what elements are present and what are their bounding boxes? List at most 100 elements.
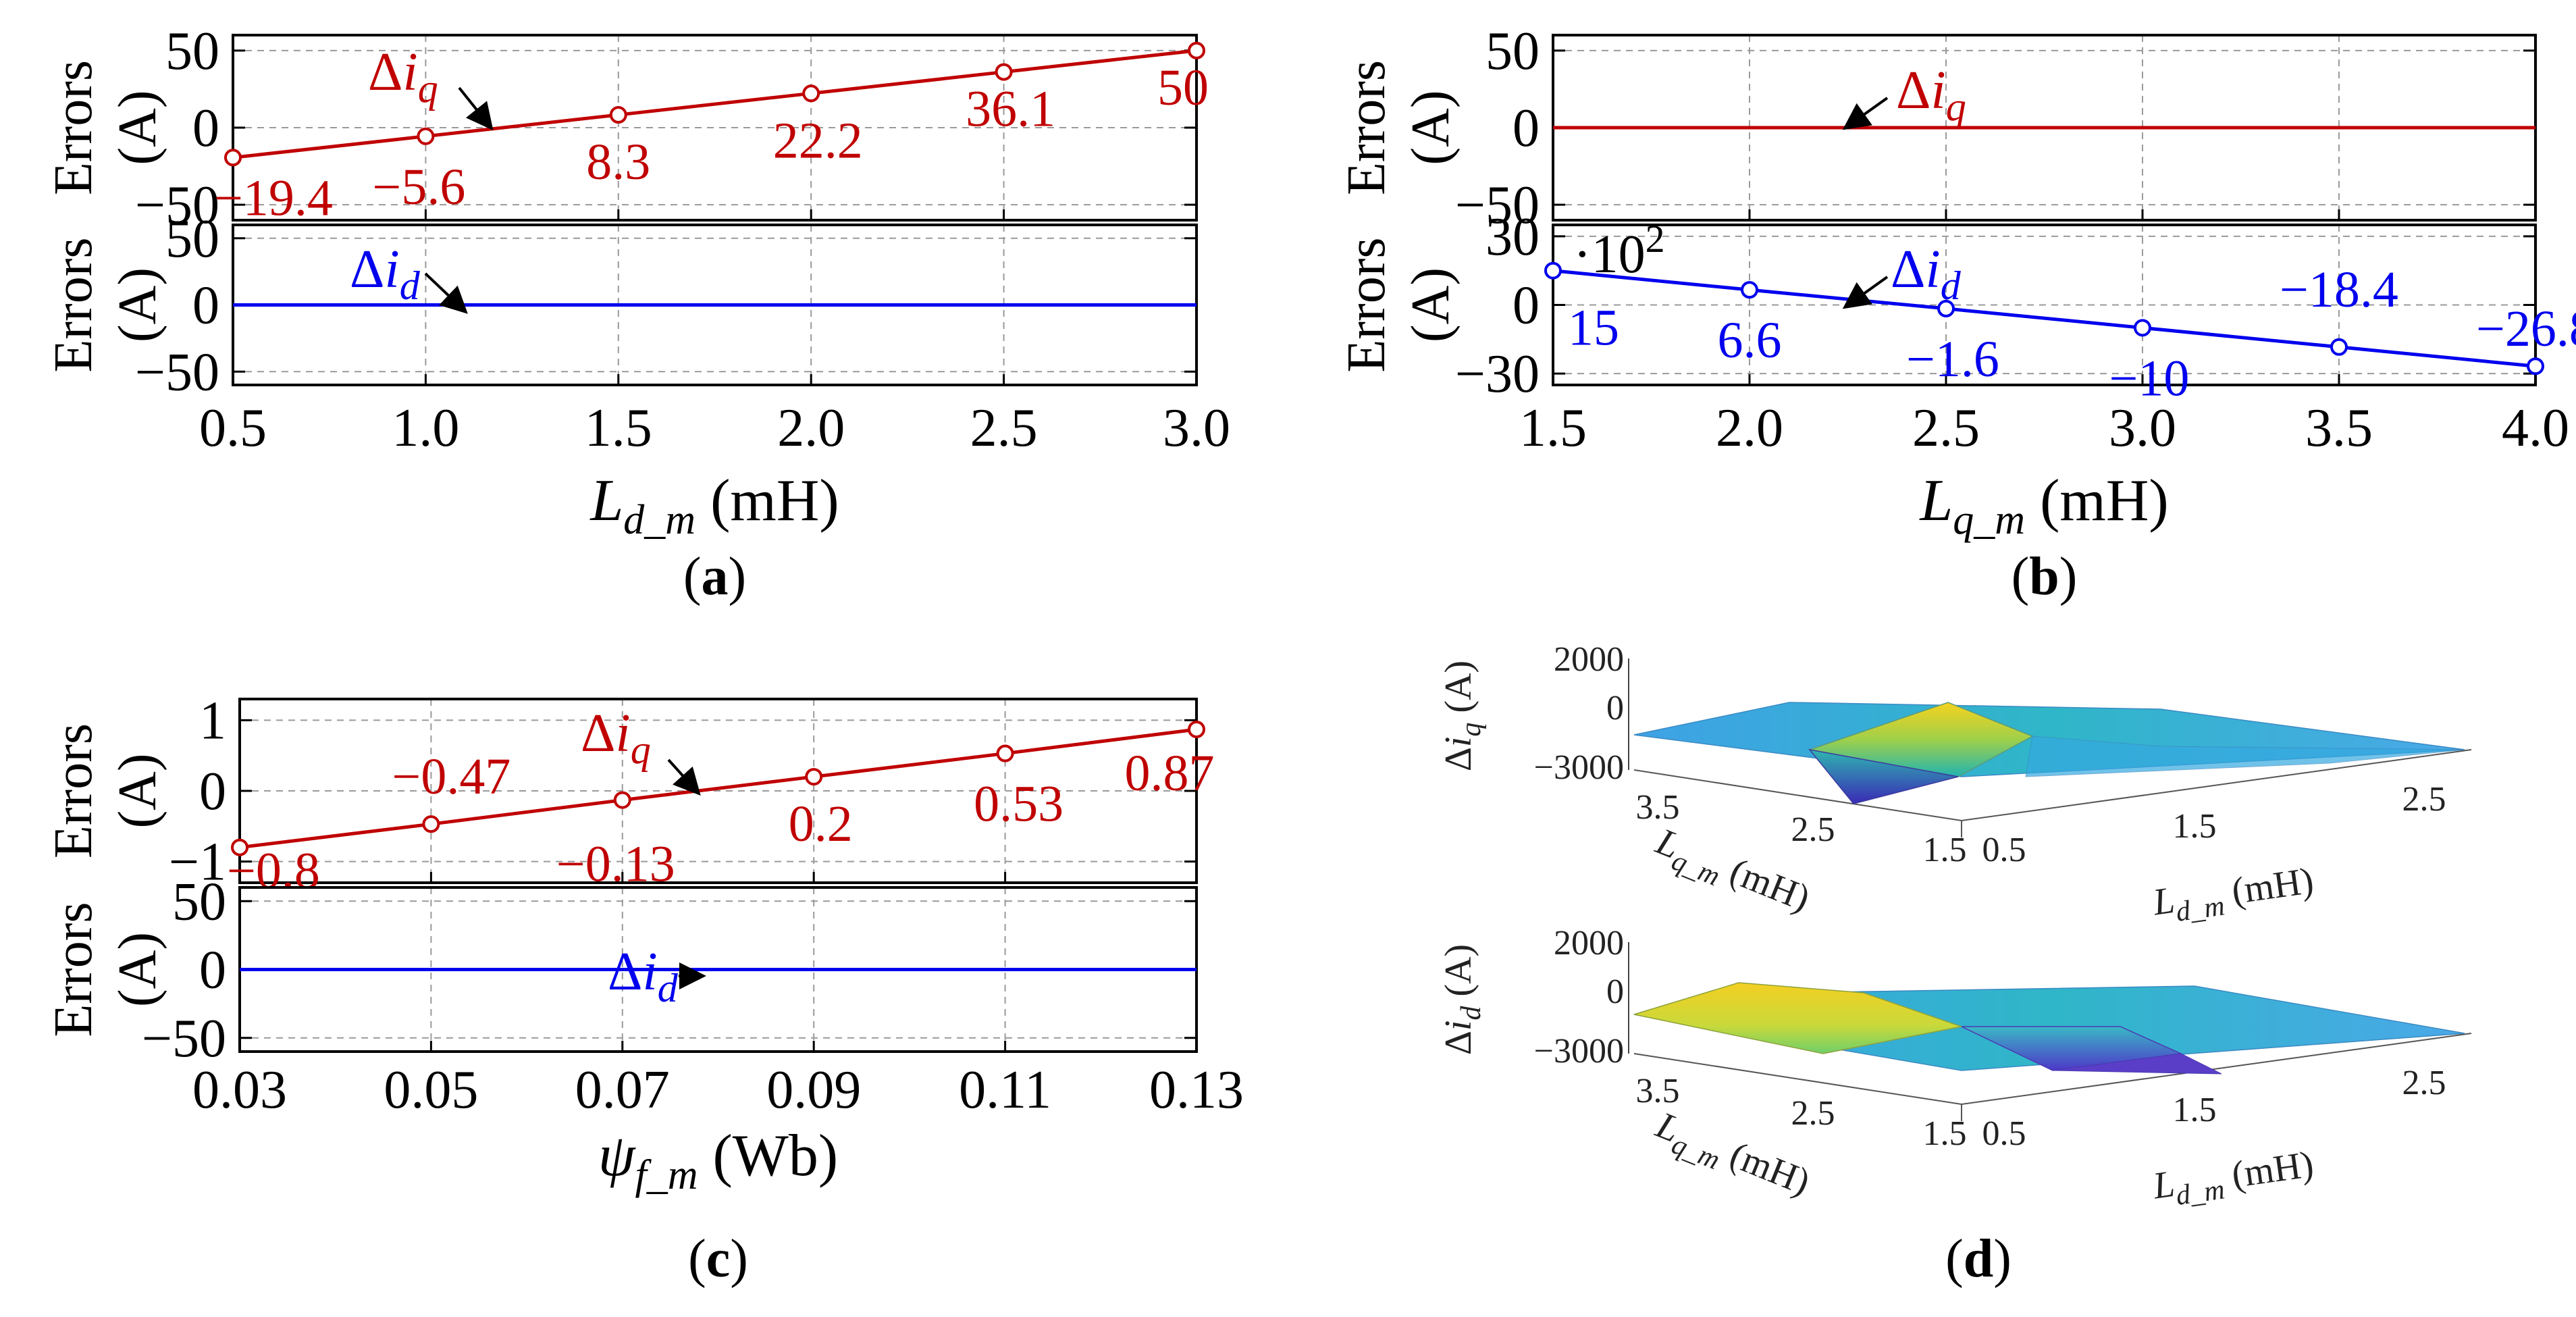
data-point xyxy=(2527,357,2544,376)
y-tick-label: 50 xyxy=(1486,22,1540,81)
annotation-subscript: d xyxy=(658,966,679,1010)
annotation-symbol: i xyxy=(1930,61,1945,120)
y-tick-label: 0 xyxy=(192,276,219,336)
subplot-top: 50 0 −50 Errors (A) −19.4 −5.6 8.3 22.2 36.1 50 Δiq xyxy=(44,22,1209,235)
x-tick-label: 0.13 xyxy=(1149,1060,1244,1120)
annotation-symbol: i xyxy=(384,240,399,299)
data-point xyxy=(224,149,242,167)
z-tick-label: −3000 xyxy=(1534,748,1624,787)
data-label: −1.6 xyxy=(1906,331,1999,388)
zlabel-delta: Δ xyxy=(1438,1031,1479,1055)
x-tick-label: 0.07 xyxy=(575,1060,670,1120)
subfigure-label: (c) xyxy=(688,1229,748,1289)
data-label: 6.6 xyxy=(1718,312,1782,369)
z-tick-label: 2000 xyxy=(1554,924,1624,962)
x-tick-label: 1.5 xyxy=(1519,398,1587,458)
x3d-tick-label: 1.5 xyxy=(2173,807,2217,846)
y3d-tick-label: 2.5 xyxy=(1791,1094,1835,1133)
annotation-arrow xyxy=(1842,276,1889,309)
x3d-tick-label: 0.5 xyxy=(1982,1114,2026,1153)
y3d-tick-label: 3.5 xyxy=(1636,788,1680,827)
y-axis-label: Errors xyxy=(1337,60,1396,195)
x-tick-label: 2.0 xyxy=(1716,398,1783,458)
series-annotation: Δiq xyxy=(1896,61,1966,129)
y-axis-unit: (A) xyxy=(108,90,167,165)
annotation-arrow xyxy=(1842,97,1889,130)
data-label: −19.4 xyxy=(214,170,333,226)
sublabel-letter: b xyxy=(2029,547,2059,606)
x-tick-label: 1.0 xyxy=(392,398,459,458)
zlabel-unit: (A) xyxy=(1438,661,1479,723)
series-annotation: Δid xyxy=(1891,240,1962,308)
sublabel-letter: d xyxy=(1964,1229,1994,1289)
x3d-subscript: d_m xyxy=(2174,890,2227,928)
x-tick-label: 0.03 xyxy=(192,1060,287,1120)
x-tick-label: 2.0 xyxy=(777,398,845,458)
annotation-subscript: q xyxy=(418,66,438,111)
y-tick-label: 50 xyxy=(165,22,219,81)
z-axis-label: Δiq (A) xyxy=(1438,661,1487,771)
sublabel-open: ( xyxy=(683,547,702,606)
y-axis-label: Errors xyxy=(1337,238,1396,373)
z-tick-label: −3000 xyxy=(1534,1032,1624,1070)
x3d-subscript: d_m xyxy=(2174,1174,2227,1212)
data-point xyxy=(1544,261,1562,280)
y-tick-label: −50 xyxy=(135,176,219,235)
data-point xyxy=(1937,299,1955,317)
x-tick-label: 1.5 xyxy=(585,398,652,458)
sublabel-close: ) xyxy=(730,1229,748,1289)
y3d-unit: (mH) xyxy=(1715,1131,1816,1204)
scale-base: ·10 xyxy=(1573,225,1646,284)
data-point xyxy=(609,106,627,124)
x-tick-label: 0.09 xyxy=(766,1060,861,1120)
data-label: −26.8 xyxy=(2476,301,2576,357)
subplot-top: 50 0 −50 Errors (A) Δiq xyxy=(1337,22,2537,235)
sublabel-open: ( xyxy=(2012,547,2030,606)
x3d-tick-label: 0.5 xyxy=(1982,831,2026,869)
plot-frame xyxy=(238,698,1198,884)
data-point xyxy=(1741,281,1758,299)
subplot-top: 1 0 −1 Errors (A) −0.8 −0.47 −0.13 0.2 0.53 0.87 Δi… xyxy=(44,691,1215,899)
subfigure-label: (b) xyxy=(2012,547,2078,606)
annotation-subscript: q xyxy=(1946,84,1966,129)
x-axis-unit: (Wb) xyxy=(698,1123,838,1189)
y-axis-unit: (A) xyxy=(108,267,167,342)
data-label: 8.3 xyxy=(586,134,650,190)
data-label: −0.13 xyxy=(556,836,675,893)
series-annotation: Δiq xyxy=(581,704,651,772)
x3d-tick-label: 2.5 xyxy=(2402,780,2446,819)
zlabel-subscript: q xyxy=(1456,723,1487,737)
surface-dip xyxy=(1808,748,1959,804)
sublabel-close: ) xyxy=(2059,547,2078,606)
data-point xyxy=(613,791,631,809)
x-axis-subscript: f_m xyxy=(635,1152,698,1198)
annotation-symbol: i xyxy=(615,704,630,763)
y-axis-unit: (A) xyxy=(1401,90,1461,165)
subfigure-label: (a) xyxy=(683,547,746,606)
sublabel-open: ( xyxy=(688,1229,706,1289)
x-axis-symbol: L xyxy=(589,468,623,534)
sublabel-letter: a xyxy=(702,547,729,606)
x3d-axis-label: Ld_m (mH) xyxy=(2150,1143,2317,1215)
annotation-symbol: i xyxy=(1925,240,1940,299)
data-point xyxy=(995,63,1013,81)
data-point xyxy=(805,768,823,786)
z-axis-label: Δid (A) xyxy=(1438,944,1487,1055)
y-tick-label: −50 xyxy=(142,1009,226,1068)
y-tick-label: 0 xyxy=(1513,99,1540,158)
sublabel-letter: c xyxy=(706,1229,731,1289)
surface-ridge xyxy=(1633,982,1964,1054)
zlabel-symbol: i xyxy=(1438,737,1479,748)
series-line xyxy=(1552,269,2536,368)
series-annotation: Δid xyxy=(608,942,679,1010)
y-tick-label: 0 xyxy=(1513,276,1540,336)
x-axis-unit: (mH) xyxy=(695,468,839,534)
annotation-arrow xyxy=(667,758,701,796)
series-line xyxy=(239,727,1197,850)
